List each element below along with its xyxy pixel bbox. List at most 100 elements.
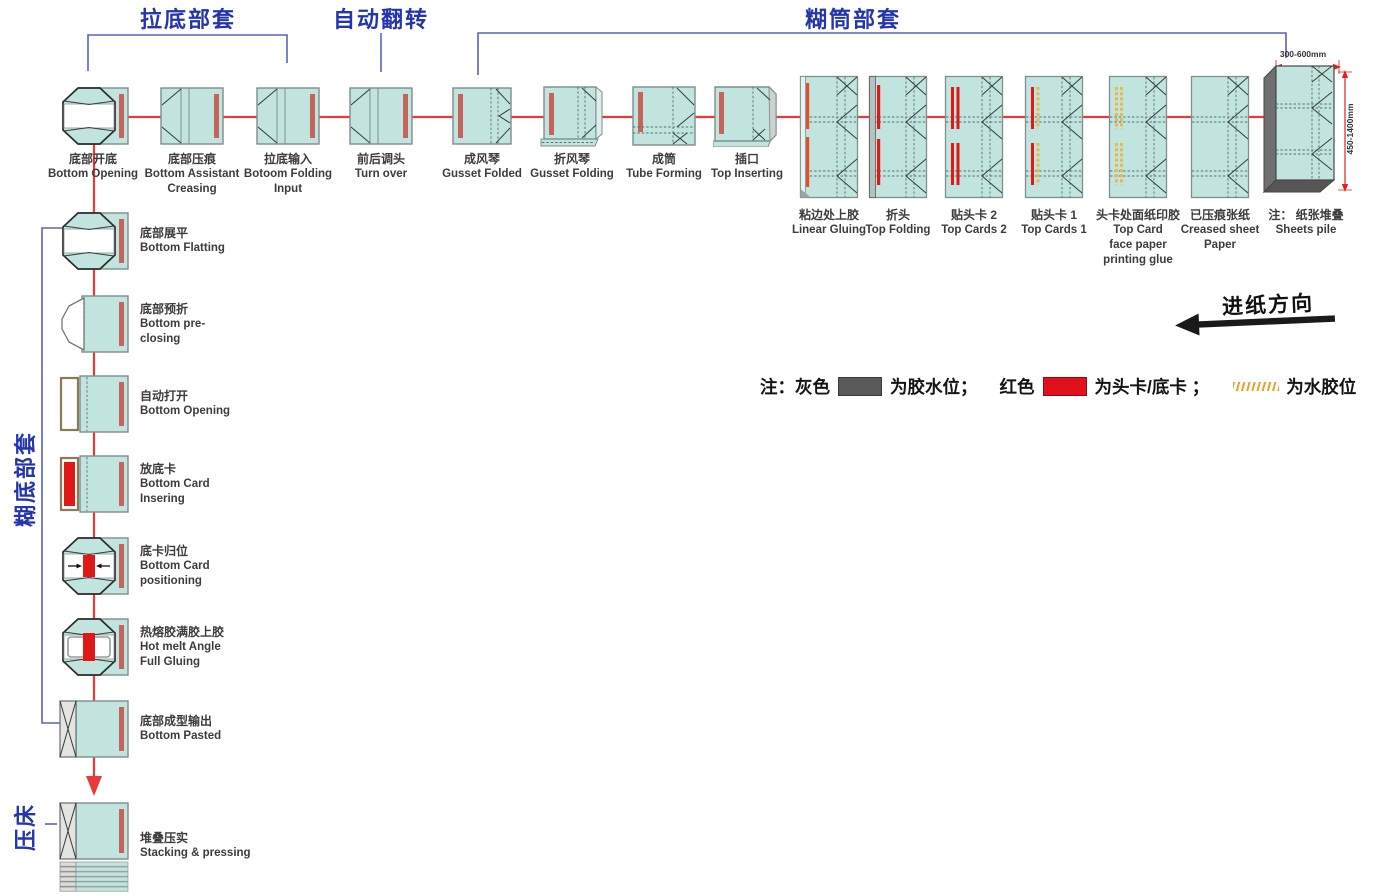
station-label-zh: 自动打开 xyxy=(140,388,189,403)
legend-swatch-solid-0 xyxy=(838,377,882,396)
section-title-pull-bottom: 拉底部套 xyxy=(139,7,236,32)
station-label-top-folding: 折头 Top Folding xyxy=(852,208,944,238)
legend-item-2: 为水胶位 xyxy=(1231,374,1356,399)
station-label-en: Linear Gluing xyxy=(791,224,867,237)
station-icon-bottom-assistant-creasing-crease xyxy=(159,85,225,147)
station-label-bottom-pre-closing: 底部预折 Bottom pre- closing xyxy=(140,293,258,355)
station-label-en: Bottom Flatting xyxy=(140,242,225,255)
station-label-hot-melt-angle-full-gluing: 热熔胶满胶上胶 Hot melt Angle Full Gluing xyxy=(140,616,258,678)
station-label-top-inserting: 插口 Top Inserting xyxy=(685,152,809,182)
station-label-en: Creased sheet Paper xyxy=(1180,224,1260,252)
legend-swatch-hatch-2 xyxy=(1233,382,1280,391)
station-label-bottom-opening: 底部开底 Bottom Opening xyxy=(31,152,155,182)
station-label-en: Gusset Folded xyxy=(442,168,522,181)
station-label-en: Top Card face paper printing glue xyxy=(1103,224,1173,266)
station-icon-turn-over-crease xyxy=(348,85,414,147)
station-label-bottom-assistant-creasing: 底部压痕 Bottom Assistant Creasing xyxy=(130,152,254,197)
station-icon-linear-gluing-tall-glue xyxy=(799,75,859,199)
station-icon-gusset-folding-gusset-fold xyxy=(540,85,604,149)
station-label-en: Turn over xyxy=(354,168,408,181)
legend-item-1: 红色 为头卡/底卡 ； xyxy=(999,374,1210,399)
station-label-top-cards-2: 贴头卡 2 Top Cards 2 xyxy=(928,208,1020,238)
station-label-bottom-flatting: 底部展平 Bottom Flatting xyxy=(140,210,258,272)
station-icon-bottom-pasted-pasted xyxy=(56,698,130,760)
feed-direction-label: 进纸方向 xyxy=(1221,292,1315,319)
station-label-en: Botoom Folding Input xyxy=(243,168,333,196)
station-label-linear-gluing: 粘边处上胶 Linear Gluing xyxy=(783,208,875,238)
station-label-zh: 已压痕张纸 xyxy=(1189,208,1250,222)
station-label-en: Top Cards 1 xyxy=(1021,224,1087,237)
station-label-en: Top Folding xyxy=(865,224,931,237)
station-icon-botoom-folding-input-crease xyxy=(255,85,321,147)
station-label-en: Top Inserting xyxy=(711,168,783,181)
legend-item-meaning: 为头卡/底卡 ； xyxy=(1094,377,1210,397)
legend-item-meaning: 为水胶位 xyxy=(1286,377,1357,397)
station-label-en: Bottom Pasted xyxy=(140,730,222,743)
station-label-top-cards-1: 贴头卡 1 Top Cards 1 xyxy=(1008,208,1100,238)
station-label-turn-over: 前后调头 Turn over xyxy=(319,152,443,182)
station-label-stacking-pressing: 堆叠压实 Stacking & pressing xyxy=(140,800,258,892)
station-label-en: Bottom Card positioning xyxy=(140,559,210,587)
station-label-zh: 底部展平 xyxy=(140,225,189,240)
station-icon-top-folding-tall-fold xyxy=(868,75,928,199)
station-label-zh: 底部压痕 xyxy=(167,152,216,166)
station-label-zh: 底部预折 xyxy=(140,301,189,316)
station-label-en: Hot melt Angle Full Gluing xyxy=(140,640,221,668)
station-label-zh: 注： 纸张堆叠 xyxy=(1268,208,1344,222)
station-icon-sheets-pile-pile3d xyxy=(1262,64,1350,196)
legend-item-label: 红色 xyxy=(999,377,1035,397)
station-icon-bottom-pre-closing-preclose xyxy=(56,293,130,355)
station-label-creased-sheet-paper: 已压痕张纸 Creased sheet Paper xyxy=(1174,208,1266,253)
station-label-zh: 头卡处面纸印胶 xyxy=(1095,208,1180,222)
station-label-en: Gusset Folding xyxy=(530,168,614,181)
station-label-zh: 贴头卡 1 xyxy=(1030,208,1077,222)
station-label-zh: 堆叠压实 xyxy=(140,830,189,845)
legend: 注： 灰色 为胶水位； 红色 为头卡/底卡 ； 为水胶位 xyxy=(760,374,1356,399)
station-label-top-card-face-paper-printing-glue: 头卡处面纸印胶 Top Card face paper printing glue xyxy=(1092,208,1184,268)
station-label-gusset-folded: 成风琴 Gusset Folded xyxy=(420,152,544,182)
station-label-bottom-card-insering: 放底卡 Bottom Card Insering xyxy=(140,453,258,515)
station-label-zh: 折风琴 xyxy=(553,152,590,166)
station-label-en: Stacking & pressing xyxy=(140,847,251,860)
pile-width-dimension: 300-600mm xyxy=(1279,49,1327,59)
station-icon-creased-sheet-paper-tall-plain xyxy=(1190,75,1250,199)
station-label-bottom-pasted: 底部成型输出 Bottom Pasted xyxy=(140,698,258,760)
station-icon-hot-melt-angle-full-gluing-hotmelt xyxy=(56,616,130,678)
station-label-bottom-card-positioning: 底卡归位 Bottom Card positioning xyxy=(140,535,258,597)
station-icon-bottom-card-positioning-card-position xyxy=(56,535,130,597)
legend-item-label: 灰色 xyxy=(795,377,830,397)
station-label-zh: 拉底输入 xyxy=(263,152,312,166)
station-label-en: Sheets pile xyxy=(1275,224,1337,237)
section-title-auto-turn: 自动翻转 xyxy=(332,7,429,32)
legend-item-meaning: 为胶水位； xyxy=(890,377,978,397)
station-label-zh: 底部开底 xyxy=(68,152,117,166)
station-icon-bottom-flatting-bag-open xyxy=(56,210,130,272)
section-title-tube-gluing: 糊筒部套 xyxy=(804,7,901,32)
station-label-zh: 热熔胶满胶上胶 xyxy=(140,624,225,639)
station-icon-top-cards-2-tall-cards2 xyxy=(944,75,1004,199)
station-label-zh: 粘边处上胶 xyxy=(798,208,859,222)
station-label-zh: 放底卡 xyxy=(140,461,177,476)
station-icon-top-inserting-insert xyxy=(713,85,781,147)
station-icon-stacking-pressing-stacked xyxy=(56,800,130,892)
pile-height-dimension: 450-1400mm xyxy=(1345,103,1355,155)
station-label-zh: 成筒 xyxy=(651,152,676,166)
station-icon-top-card-face-paper-printing-glue-tall-print xyxy=(1108,75,1168,199)
station-label-en: Bottom Card Insering xyxy=(140,477,210,505)
station-icon-top-cards-1-tall-cards1 xyxy=(1024,75,1084,199)
station-label-zh: 底卡归位 xyxy=(140,543,189,558)
station-icon-tube-forming-tube xyxy=(631,85,697,147)
station-label-zh: 折头 xyxy=(885,208,910,222)
station-label-en: Top Cards 2 xyxy=(941,224,1007,237)
station-label-zh: 成风琴 xyxy=(463,152,500,166)
station-label-en: Bottom Opening xyxy=(47,168,139,181)
station-label-en: Bottom Opening xyxy=(140,405,231,418)
station-label-zh: 前后调头 xyxy=(356,152,405,166)
legend-swatch-solid-1 xyxy=(1042,377,1087,396)
station-icon-bottom-opening-open-left xyxy=(56,373,130,435)
station-label-botoom-folding-input: 拉底输入 Botoom Folding Input xyxy=(226,152,350,197)
station-label-en: Bottom pre- closing xyxy=(140,317,206,345)
legend-note: 注： xyxy=(760,377,795,397)
